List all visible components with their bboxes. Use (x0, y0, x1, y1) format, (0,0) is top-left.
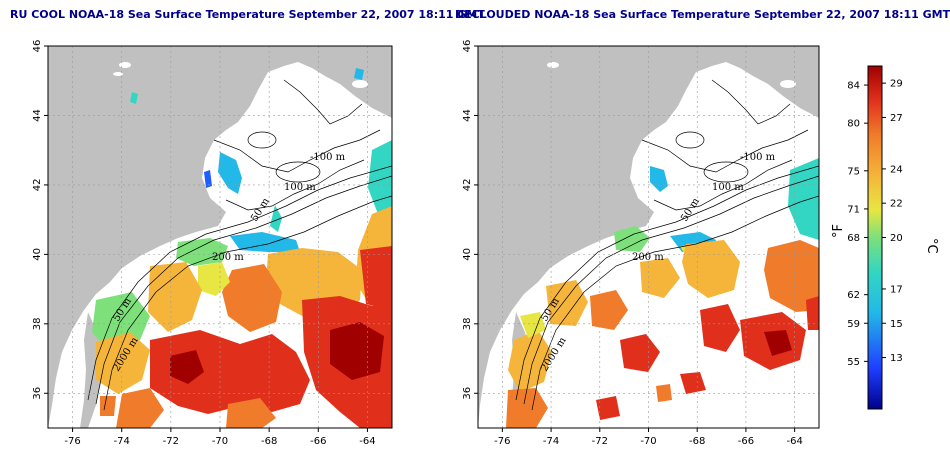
map-left: RU COOL NOAA-18 Sea Surface Temperature … (10, 8, 485, 447)
colorbar-f-tick-label: 62 (847, 290, 860, 301)
map-left-bathymetry-contours (87, 79, 392, 411)
colorbar-ramp (867, 65, 883, 410)
colorbar-c-tick-label: 20 (890, 233, 903, 244)
map-right-plot: -100 m 100 m 50 m 200 m 50 m 2000 m (478, 46, 819, 428)
svg-text:-100 m: -100 m (310, 152, 346, 163)
lon-tick-label: -64 (786, 436, 802, 447)
svg-text:100 m: 100 m (284, 182, 316, 193)
lat-tick-label: 42 (462, 179, 473, 192)
colorbar-ticks: 84 80 75 71 68 62 59 55 29 27 24 22 20 17 15 13 (847, 79, 902, 368)
lon-tick-label: -66 (310, 436, 326, 447)
lat-tick-label: 36 (32, 387, 43, 400)
map-right-axes: -76 -74 -72 -70 -68 -66 -64 36 38 40 42 44 46 (462, 40, 803, 447)
lat-tick-label: 46 (462, 40, 473, 53)
colorbar-c-tick-label: 29 (890, 79, 903, 90)
lat-tick-label: 40 (462, 248, 473, 261)
map-right-bathymetry-contours (515, 79, 819, 411)
map-left-axes: -76 -74 -72 -70 -68 -66 -64 36 38 40 42 44 46 (32, 40, 376, 447)
colorbar-f-tick-label: 71 (847, 204, 860, 215)
lat-tick-label: 40 (32, 248, 43, 261)
map-right-sst-patches (506, 158, 819, 428)
lat-tick-label: 42 (32, 179, 43, 192)
colorbar-c-tick-label: 24 (890, 164, 903, 175)
colorbar: 84 80 75 71 68 62 59 55 29 27 24 22 20 17 15 13 °F °C (831, 65, 939, 410)
lon-tick-label: -72 (592, 436, 608, 447)
lon-tick-label: -68 (689, 436, 705, 447)
lat-tick-label: 36 (462, 387, 473, 400)
map-left-land (48, 46, 392, 428)
colorbar-f-tick-label: 59 (847, 319, 860, 330)
colorbar-celsius-label: °C (924, 238, 939, 254)
map-left-gridlines (48, 46, 392, 428)
map-right-gridlines (478, 46, 819, 428)
colorbar-c-tick-label: 13 (890, 353, 903, 364)
lon-tick-label: -70 (640, 436, 656, 447)
svg-text:200 m: 200 m (212, 252, 244, 263)
lon-tick-label: -66 (738, 436, 754, 447)
colorbar-fahrenheit-label: °F (831, 224, 846, 238)
svg-text:200 m: 200 m (632, 252, 664, 263)
colorbar-c-tick-label: 17 (890, 284, 903, 295)
colorbar-c-tick-label: 15 (890, 319, 903, 330)
map-right: DECLOUDED NOAA-18 Sea Surface Temperatur… (455, 8, 950, 447)
colorbar-c-tick-label: 27 (890, 113, 903, 124)
lat-tick-label: 44 (32, 109, 43, 122)
svg-text:100 m: 100 m (712, 182, 744, 193)
map-right-land (478, 46, 819, 428)
lat-tick-label: 46 (32, 40, 43, 53)
lon-tick-label: -76 (494, 436, 510, 447)
colorbar-f-tick-label: 75 (847, 166, 860, 177)
colorbar-f-tick-label: 84 (847, 81, 860, 92)
colorbar-f-tick-label: 68 (847, 233, 860, 244)
lon-tick-label: -64 (359, 436, 375, 447)
map-right-title: DECLOUDED NOAA-18 Sea Surface Temperatur… (455, 8, 950, 21)
lon-tick-label: -74 (543, 436, 559, 447)
lon-tick-label: -70 (212, 436, 228, 447)
svg-text:-100 m: -100 m (740, 152, 776, 163)
lat-tick-label: 38 (462, 317, 473, 330)
lat-tick-label: 44 (462, 109, 473, 122)
colorbar-c-tick-label: 22 (890, 199, 903, 210)
lon-tick-label: -76 (64, 436, 80, 447)
lon-tick-label: -68 (261, 436, 277, 447)
map-left-sst-patches (92, 68, 392, 428)
lat-tick-label: 38 (32, 317, 43, 330)
map-left-title: RU COOL NOAA-18 Sea Surface Temperature … (10, 8, 485, 21)
lon-tick-label: -74 (114, 436, 130, 447)
map-left-plot: -100 m 100 m 50 m 200 m 50 m 2000 m (48, 46, 392, 428)
colorbar-f-tick-label: 80 (847, 119, 860, 130)
lon-tick-label: -72 (163, 436, 179, 447)
colorbar-f-tick-label: 55 (847, 357, 860, 368)
